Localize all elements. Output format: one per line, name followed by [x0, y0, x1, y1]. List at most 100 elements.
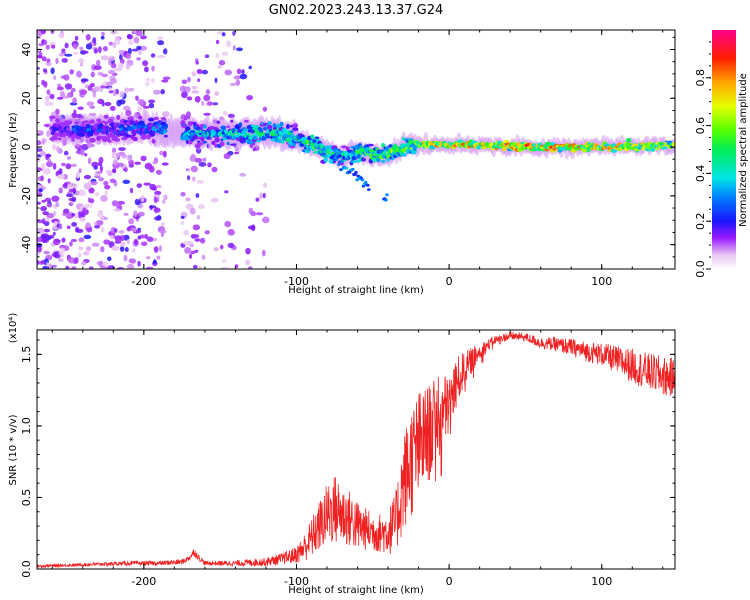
- colorbar-tick-label: 0.2: [694, 212, 707, 230]
- spectrogram-noise-blob: [184, 247, 192, 254]
- spectrogram-noise-blob: [47, 178, 51, 184]
- spectrogram-branch-point: [366, 183, 370, 187]
- spectrogram-noise-blob: [159, 150, 165, 156]
- spectrogram-noise-blob: [71, 212, 75, 217]
- spectrogram-noise-blob: [205, 89, 211, 95]
- snr-y-label: SNR (10 * v/v): [8, 414, 19, 485]
- spectrogram-noise-blob: [64, 53, 73, 57]
- spectrogram-ridge-point: [148, 117, 155, 122]
- spectrogram-ridge-point: [57, 137, 62, 141]
- spectrogram-noise-blob: [263, 182, 268, 188]
- spectrogram-ridge-point: [358, 157, 362, 163]
- spectrogram-ridge-point: [54, 127, 60, 131]
- spectrogram-ridge-point: [240, 130, 248, 134]
- snr-x-label: Height of straight line (km): [288, 585, 424, 596]
- spectrogram-noise-blob: [122, 105, 131, 111]
- spectrogram-noise-blob: [128, 40, 134, 45]
- spectrogram-noise-blob: [114, 36, 121, 43]
- spectrogram-branch-point: [340, 160, 344, 164]
- spectrogram-noise-blob: [124, 87, 129, 93]
- spectrogram-noise-blob: [98, 177, 104, 182]
- spectrogram-noise-blob: [67, 183, 73, 190]
- snr-x-tick-label: -200: [131, 575, 156, 588]
- spectrogram-ridge-point: [183, 117, 187, 121]
- spectrogram-noise-blob: [137, 203, 144, 209]
- spectrogram-noise-blob: [37, 129, 41, 134]
- spectrogram-noise-blob: [125, 63, 131, 70]
- spectrogram-noise-blob: [189, 207, 196, 215]
- spectrogram-noise-blob: [79, 89, 88, 95]
- spectrogram-ridge-point: [214, 143, 218, 148]
- colorbar-tick-label: 0.0: [694, 260, 707, 278]
- spectrogram-noise-blob: [83, 174, 92, 180]
- spectrogram-noise-blob: [142, 60, 149, 67]
- spectrogram-noise-blob: [123, 212, 129, 216]
- spectrogram-noise-blob: [91, 64, 96, 71]
- spectrogram-noise-blob: [161, 162, 169, 166]
- spectrogram-noise-blob: [119, 246, 125, 252]
- spectrogram-noise-blob: [53, 75, 57, 81]
- spectrogram-noise-blob: [233, 75, 242, 80]
- spectrogram-noise-blob: [135, 229, 142, 234]
- spectrogram-noise-blob: [77, 106, 84, 110]
- chart-title: GN02.2023.243.13.37.G24: [269, 3, 444, 18]
- spectrogram-noise-blob: [68, 188, 77, 193]
- spectrogram-noise-blob: [56, 146, 60, 153]
- spectrogram-ridge-point: [501, 146, 507, 152]
- spectrogram-noise-blob: [151, 65, 155, 72]
- spectrogram-ridge-point: [323, 157, 328, 163]
- spectrogram-noise-blob: [102, 262, 109, 267]
- spectrogram-noise-blob: [154, 216, 161, 221]
- spectrogram-noise-blob: [47, 158, 51, 163]
- spectrogram-noise-blob: [161, 79, 169, 83]
- spectrogram-ridge-point: [353, 156, 357, 160]
- colorbar: 0.0 0.2 0.4 0.6 0.8 Normalized spectral ampl…: [694, 30, 749, 278]
- spectrogram-noise-blob: [186, 96, 193, 101]
- spectrogram-noise-blob: [114, 228, 118, 233]
- spectrogram-ridge-point: [293, 128, 298, 132]
- spectrogram-ridge-point: [353, 160, 360, 163]
- spectrogram-branch-point: [385, 193, 389, 197]
- spectrogram-ridge-point: [368, 143, 374, 147]
- spectrogram-noise-blob: [148, 99, 156, 104]
- spectrogram-noise-blob: [43, 168, 51, 175]
- spectrogram-noise-blob: [37, 243, 43, 248]
- spectrogram-noise-blob: [52, 144, 57, 151]
- spectrogram-noise-blob: [61, 95, 69, 99]
- snr-y-tick-label: 0.0: [20, 560, 33, 578]
- spectrogram-noise-blob: [198, 162, 207, 167]
- spectrogram-ridge-point: [84, 120, 89, 123]
- spectrogram-noise-blob: [214, 91, 220, 96]
- spectrogram-noise-blob: [103, 239, 111, 245]
- spectrogram-noise-blob: [48, 234, 55, 239]
- spectrogram-noise-blob: [43, 81, 48, 88]
- spectrogram-noise-blob: [203, 94, 211, 102]
- spectrogram-ridge: [49, 106, 675, 202]
- spectrogram-ridge-point: [279, 121, 284, 127]
- spectrogram-noise-blob: [41, 137, 46, 145]
- spectrogram-noise-blob: [85, 34, 91, 41]
- spectrogram-noise-blob: [43, 250, 50, 255]
- spectrogram-noise-blob: [74, 212, 79, 219]
- spectrogram-noise-blob: [104, 101, 112, 107]
- spectrogram-noise-blob: [83, 251, 90, 256]
- spectrogram-noise-blob: [61, 48, 66, 53]
- spectrogram-x-tick-label: -100: [284, 275, 309, 288]
- spectrogram-noise-blob: [220, 266, 229, 269]
- spectrogram-noise-blob: [53, 220, 59, 226]
- spectrogram-ridge-point: [103, 114, 109, 119]
- spectrogram-noise-blob: [232, 30, 236, 36]
- spectrogram-noise-blob: [262, 192, 266, 199]
- spectrogram-noise-blob: [204, 54, 210, 58]
- spectrogram-noise-blob: [51, 44, 56, 49]
- spectrogram-noise-blob: [52, 211, 57, 216]
- spectrogram-y-tick-label: 40: [20, 43, 33, 57]
- spectrogram-ridge-point: [184, 135, 190, 141]
- spectrogram-noise-blob: [179, 85, 187, 93]
- spectrogram-ridge-point: [77, 115, 84, 119]
- spectrogram-noise-blob: [189, 155, 197, 162]
- spectrogram-noise-blob: [161, 199, 166, 205]
- spectrogram-x-tick-label: 0: [446, 275, 453, 288]
- spectrogram-noise-blob: [182, 241, 191, 245]
- spectrogram-noise-blob: [61, 162, 66, 167]
